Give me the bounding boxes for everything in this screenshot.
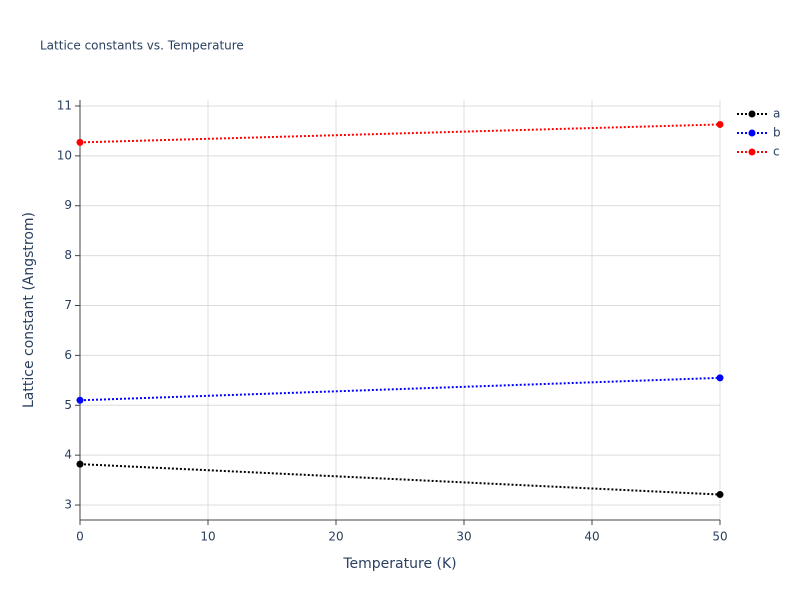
y-tick-label: 9 [64, 198, 72, 212]
legend-marker [748, 110, 756, 118]
point [76, 138, 84, 146]
x-tick-label: 40 [584, 530, 599, 544]
point [716, 491, 724, 499]
y-tick-label: 7 [64, 298, 72, 312]
y-tick-label: 6 [64, 348, 72, 362]
x-tick-label: 20 [328, 530, 343, 544]
x-tick-label: 0 [76, 530, 84, 544]
point [76, 460, 84, 468]
y-tick-label: 11 [57, 98, 72, 112]
y-tick-label: 4 [64, 448, 72, 462]
point [716, 374, 724, 382]
series-line [79, 463, 721, 496]
y-tick-label: 5 [64, 398, 72, 412]
legend-label: b [773, 126, 781, 140]
point [716, 120, 724, 128]
chart-title: Lattice constants vs. Temperature [40, 39, 244, 53]
x-tick-label: 50 [712, 530, 727, 544]
x-tick-label: 10 [200, 530, 215, 544]
y-tick-label: 10 [57, 148, 72, 162]
y-tick-label: 8 [64, 248, 72, 262]
legend-label: c [773, 145, 780, 159]
x-axis-label: Temperature (K) [342, 556, 456, 572]
legend-label: a [773, 107, 780, 121]
x-tick-label: 30 [456, 530, 471, 544]
y-axis-label: Lattice constant (Angstrom) [21, 212, 37, 408]
series-line [79, 123, 721, 144]
point [76, 396, 84, 404]
legend-marker [748, 148, 756, 156]
y-tick-label: 3 [64, 498, 72, 512]
series-line [79, 376, 721, 402]
legend-marker [748, 129, 756, 137]
